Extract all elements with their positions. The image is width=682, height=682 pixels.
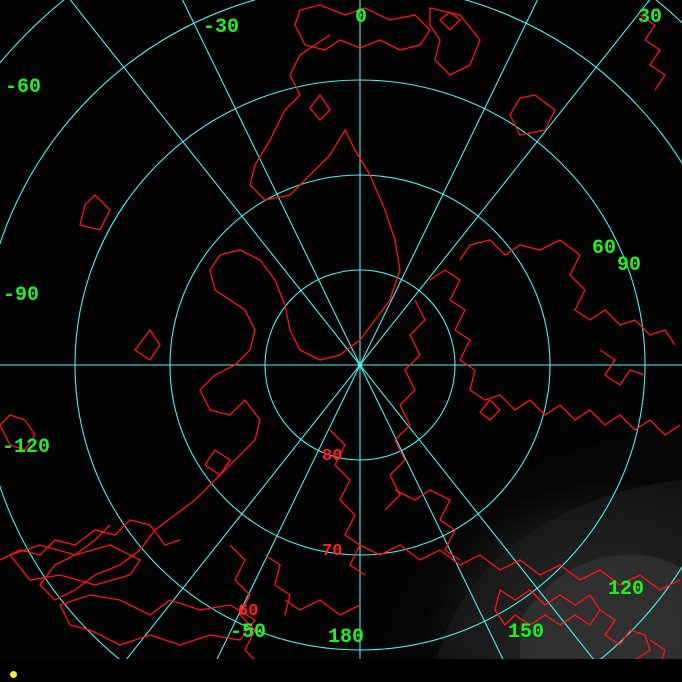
lon-label-150: 150 — [508, 621, 544, 644]
lon-label-180: 180 — [328, 626, 364, 649]
lon-label-30: 30 — [638, 6, 662, 29]
map-canvas: 0 -30 -60 -90 -120 -50 180 150 120 90 60… — [0, 0, 682, 682]
pole-center-dot — [358, 363, 363, 368]
cursor-marker[interactable] — [10, 671, 17, 678]
lat-label-70: 70 — [322, 542, 342, 561]
lon-label-90: 90 — [617, 254, 641, 277]
lon-label-60: 60 — [592, 237, 616, 260]
status-bar: ARCTIC COMPOSITE VISIBLE IMAGE 20 NOV 20… — [0, 659, 682, 682]
lon-label-120: 120 — [608, 578, 644, 601]
lon-label-neg30: -30 — [203, 16, 239, 39]
lat-label-80: 80 — [322, 447, 342, 466]
lon-label-neg50: -50 — [230, 621, 266, 644]
arctic-satellite-image: 0 -30 -60 -90 -120 -50 180 150 120 90 60… — [0, 0, 682, 682]
lon-label-neg90: -90 — [3, 284, 39, 307]
lon-label-0: 0 — [355, 6, 367, 29]
lon-label-neg60: -60 — [5, 76, 41, 99]
lat-label-60: 60 — [238, 602, 258, 621]
lon-label-neg120: -120 — [2, 436, 50, 459]
